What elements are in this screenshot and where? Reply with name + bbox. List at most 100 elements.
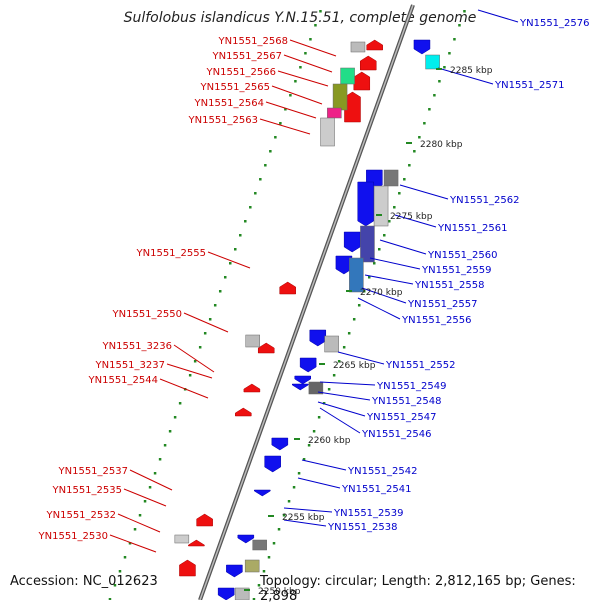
reverse-gene-arrow bbox=[359, 55, 377, 71]
ring-dot-left bbox=[223, 276, 227, 279]
ring-dot-right bbox=[272, 542, 276, 545]
ring-dot-left bbox=[289, 94, 292, 97]
ring-dot-left bbox=[203, 332, 207, 335]
forward-gene-box bbox=[425, 54, 440, 70]
gene-label-forward: YN1551_2556 bbox=[401, 315, 472, 326]
gene-label-forward: YN1551_2562 bbox=[449, 195, 520, 206]
forward-gene-arrow bbox=[413, 39, 431, 55]
backbone-highlight bbox=[199, 4, 414, 600]
tick-mark bbox=[244, 589, 250, 591]
gene-label-reverse: YN1551_2550 bbox=[112, 309, 183, 320]
forward-gene-arrow bbox=[226, 564, 243, 578]
gene-label-forward: YN1551_2542 bbox=[347, 466, 418, 477]
leader-line-reverse bbox=[183, 312, 229, 333]
tick-label: 2275 kbp bbox=[390, 212, 433, 222]
leader-line-forward bbox=[364, 274, 414, 285]
gene-label-reverse: YN1551_2568 bbox=[218, 36, 289, 47]
gene-label-forward: YN1551_2546 bbox=[361, 429, 432, 440]
forward-gene-arrow bbox=[264, 455, 281, 473]
gene-label-forward: YN1551_2561 bbox=[437, 223, 508, 234]
ring-dot-right bbox=[403, 178, 406, 181]
ring-dot-left bbox=[133, 528, 137, 531]
tick-mark bbox=[436, 68, 442, 70]
reverse-gene-arrow bbox=[279, 281, 296, 295]
leader-line-forward bbox=[399, 184, 449, 200]
ring-dot-right bbox=[262, 570, 266, 573]
ring-dot-right bbox=[287, 500, 291, 503]
ring-dot-left bbox=[314, 24, 317, 27]
leader-line-forward bbox=[319, 407, 361, 434]
forward-gene-arrow bbox=[299, 357, 317, 373]
tick-labels: 2285 kbp 2280 kbp 2275 kbp 2270 kbp 2265 kbp… bbox=[244, 66, 493, 597]
gene-label-forward: YN1551_2547 bbox=[366, 412, 437, 423]
ring-dot-left bbox=[163, 444, 167, 447]
ring-dot-left bbox=[274, 136, 277, 139]
reverse-gene-arrow bbox=[344, 91, 361, 123]
ring-dot-left bbox=[158, 458, 162, 461]
ring-dot-right bbox=[352, 318, 356, 321]
ring-dot-left bbox=[299, 66, 302, 69]
leader-line-reverse bbox=[259, 118, 311, 135]
ring-dot-right bbox=[428, 108, 431, 111]
gene-label-forward: YN1551_2576 bbox=[519, 18, 590, 29]
forward-gene-arrow bbox=[343, 231, 361, 253]
reverse-gene-arrow bbox=[235, 407, 252, 417]
ring-dot-left bbox=[294, 80, 297, 83]
leader-line-reverse bbox=[265, 101, 317, 119]
gene-label-reverse: YN1551_2530 bbox=[38, 531, 109, 542]
ring-dot-right bbox=[302, 458, 306, 461]
ring-dot-right bbox=[413, 150, 416, 153]
leader-line-forward bbox=[297, 477, 341, 489]
tick-mark bbox=[346, 290, 352, 292]
ring-dot-right bbox=[357, 304, 361, 307]
leader-line-reverse bbox=[109, 534, 157, 553]
gene-label-forward: YN1551_2558 bbox=[414, 280, 485, 291]
gene-label-forward: YN1551_2548 bbox=[371, 396, 442, 407]
ring-dot-left bbox=[178, 402, 182, 405]
ring-dot-right bbox=[408, 164, 411, 167]
ring-dot-left bbox=[279, 122, 282, 125]
ring-dot-right bbox=[267, 556, 271, 559]
tick-label: 2250 kbp bbox=[258, 587, 301, 597]
ring-dot-left bbox=[188, 374, 192, 377]
ring-dot-right bbox=[453, 38, 456, 41]
gene-label-reverse: YN1551_2567 bbox=[212, 51, 283, 62]
ring-dot-left bbox=[193, 360, 197, 363]
ring-dot-right bbox=[458, 24, 461, 27]
leader-lines bbox=[109, 9, 519, 553]
ring-dot-right bbox=[388, 220, 391, 223]
ring-dot-left bbox=[143, 500, 147, 503]
ring-dot-left bbox=[108, 598, 112, 600]
ring-dot-left bbox=[234, 248, 237, 251]
ring-dot-right bbox=[438, 80, 441, 83]
ring-dot-right bbox=[448, 52, 451, 55]
leader-line-reverse bbox=[283, 54, 333, 73]
gene-label-reverse: YN1551_2563 bbox=[188, 115, 259, 126]
tick-label: 2285 kbp bbox=[450, 66, 493, 76]
ring-dot-left bbox=[309, 38, 312, 41]
leader-line-forward bbox=[317, 391, 371, 401]
gene-label-reverse: YN1551_3237 bbox=[95, 360, 166, 371]
leader-line-reverse bbox=[159, 378, 209, 399]
ring-dot-left bbox=[208, 318, 212, 321]
forward-gene-arrow bbox=[237, 534, 255, 544]
ring-dot-left bbox=[269, 150, 272, 153]
ring-dot-left bbox=[264, 164, 267, 167]
ring-dot-right bbox=[463, 10, 466, 13]
ring-dot-left bbox=[218, 290, 222, 293]
ring-dot-right bbox=[383, 234, 386, 237]
ring-dot-right bbox=[307, 444, 311, 447]
gene-label-forward: YN1551_2549 bbox=[376, 381, 447, 392]
reverse-gene-arrow bbox=[353, 71, 371, 91]
forward-gene-box bbox=[360, 225, 375, 263]
ring-dot-left bbox=[304, 52, 307, 55]
leader-line-reverse bbox=[129, 469, 173, 491]
ring-dot-right bbox=[418, 136, 421, 139]
forward-gene-box bbox=[324, 335, 339, 353]
leader-line-reverse bbox=[166, 363, 213, 379]
ring-dot-left bbox=[254, 192, 257, 195]
gene-label-reverse: YN1551_2535 bbox=[52, 485, 123, 496]
forward-gene-box bbox=[373, 185, 389, 227]
gene-labels: YN1551_2576 YN1551_2571 YN1551_2562 YN1551_… bbox=[38, 18, 590, 542]
